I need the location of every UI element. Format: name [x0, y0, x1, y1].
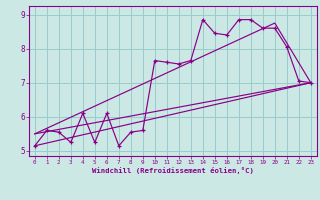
- X-axis label: Windchill (Refroidissement éolien,°C): Windchill (Refroidissement éolien,°C): [92, 167, 254, 174]
